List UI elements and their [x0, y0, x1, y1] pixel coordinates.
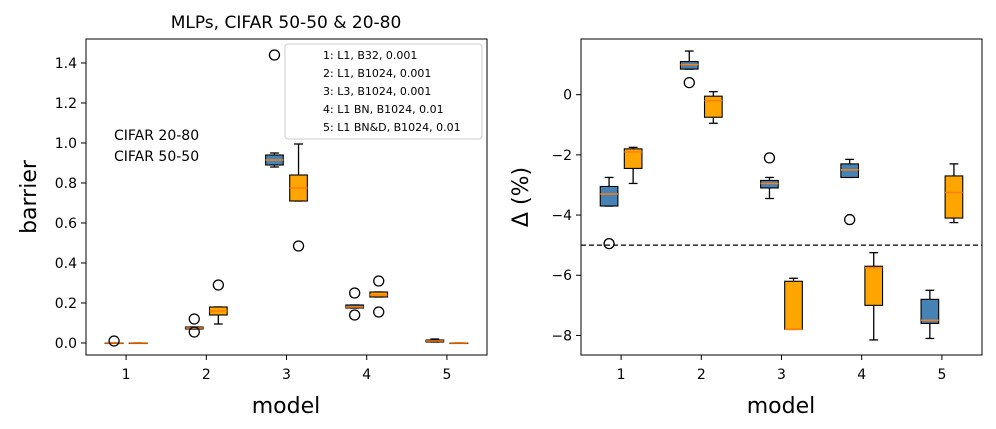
box-cifar-20-80-model-3	[289, 143, 308, 252]
box-body	[599, 185, 619, 207]
box-cifar-20-80-model-5	[449, 342, 469, 345]
box-body	[679, 61, 699, 70]
legend-box	[284, 43, 483, 140]
x-axis-label: model	[747, 394, 816, 419]
box-cifar-20-80-model-4	[369, 275, 389, 318]
y-tick-label: −8	[551, 328, 572, 344]
x-tick-label: 3	[282, 367, 291, 383]
y-tick-label: 1.0	[55, 136, 77, 152]
outlier-point	[108, 335, 120, 347]
outlier-point	[292, 240, 305, 252]
box-body	[760, 179, 779, 189]
outlier-point	[268, 49, 281, 61]
x-axis-label: model	[252, 394, 321, 419]
box-cifar-50-50-model-2	[679, 50, 699, 89]
outlier-point	[603, 237, 615, 250]
box-cifar-20-80-model-4	[864, 252, 884, 341]
plot-frame	[85, 38, 488, 356]
box-cifar-20-80-model-2	[703, 91, 723, 124]
x-tick-label: 4	[362, 367, 371, 383]
outlier-point	[188, 313, 200, 325]
box-cifar-20-80-model-2	[208, 279, 228, 325]
y-tick-label: 0.8	[55, 176, 77, 192]
y-tick-label: −6	[551, 268, 572, 284]
box-body	[920, 298, 940, 324]
box-cifar-50-50-model-1	[104, 335, 124, 347]
series-label-cifar-20-80: CIFAR 20-80	[114, 128, 199, 144]
box-body	[840, 163, 860, 178]
box-body	[703, 95, 723, 118]
y-tick-label: 0	[563, 88, 572, 104]
box-cifar-20-80-model-1	[128, 342, 148, 345]
y-tick-label: 0.0	[55, 336, 77, 352]
legend-entry-4: 4: L1 BN, B1024, 0.01	[323, 103, 444, 116]
plot-frame	[580, 38, 983, 356]
delta-chart: 1 2 3 4 5 −8 −6 −4 −2 0 model Δ (%)	[509, 38, 983, 419]
box-body	[623, 148, 643, 169]
outlier-point	[373, 275, 385, 287]
legend-entry-2: 2: L1, B1024, 0.001	[323, 67, 431, 80]
x-tick-label: 5	[937, 367, 946, 383]
box-cifar-50-50-model-4	[840, 158, 860, 226]
outlier-point	[844, 213, 856, 226]
x-tick-label: 5	[442, 367, 451, 383]
legend-entry-5: 5: L1 BN&D, B1024, 0.01	[323, 121, 461, 134]
y-tick-label: −4	[551, 208, 572, 224]
box-cifar-20-80-model-3	[784, 277, 803, 331]
outlier-point	[212, 279, 224, 291]
y-tick-label: 0.2	[55, 296, 77, 312]
x-tick-label: 2	[697, 367, 706, 383]
barrier-chart: MLPs, CIFAR 50-50 & 20-80 1 2 3 4 5 0.0 0.2 0.4…	[17, 13, 488, 419]
outlier-point	[683, 76, 695, 89]
x-tick-label: 2	[202, 367, 211, 383]
box-cifar-50-50-model-5	[425, 338, 445, 343]
box-cifar-50-50-model-3	[265, 49, 284, 168]
outlier-point	[188, 326, 200, 338]
y-axis-label: Δ (%)	[509, 167, 534, 227]
box-cifar-50-50-model-3	[760, 152, 779, 200]
y-axis-label: barrier	[17, 159, 42, 234]
box-cifar-50-50-model-5	[920, 289, 940, 340]
y-tick-label: 0.6	[55, 216, 77, 232]
box-cifar-20-80-model-1	[623, 146, 643, 185]
legend-entry-3: 3: L3, B1024, 0.001	[323, 85, 431, 98]
box-body	[944, 175, 964, 219]
outlier-point	[349, 309, 361, 321]
y-tick-label: 1.2	[55, 96, 77, 112]
delta-chart-marks	[581, 50, 982, 341]
x-tick-label: 1	[617, 367, 626, 383]
chart-title: MLPs, CIFAR 50-50 & 20-80	[171, 13, 402, 33]
box-cifar-50-50-model-2	[184, 313, 204, 338]
box-cifar-50-50-model-4	[345, 287, 365, 321]
barrier-chart-ticks: 1 2 3 4 5 0.0 0.2 0.4 0.6 0.8 1.0 1.2 1.4	[55, 56, 452, 383]
box-cifar-50-50-model-1	[599, 176, 619, 250]
y-tick-label: 1.4	[55, 56, 77, 72]
barrier-chart-marks	[104, 49, 469, 347]
y-tick-label: −2	[551, 148, 572, 164]
box-body	[864, 265, 884, 306]
y-tick-label: 0.4	[55, 256, 77, 272]
outlier-point	[349, 287, 361, 299]
outlier-point	[373, 306, 385, 318]
delta-chart-ticks: 1 2 3 4 5 −8 −6 −4 −2 0	[551, 88, 946, 383]
legend-entry-1: 1: L1, B32, 0.001	[323, 49, 417, 62]
x-tick-label: 3	[777, 367, 786, 383]
box-cifar-20-80-model-5	[944, 163, 964, 224]
series-label-cifar-50-50: CIFAR 50-50	[114, 149, 199, 165]
outlier-point	[763, 152, 776, 164]
box-body	[784, 280, 803, 330]
x-tick-label: 4	[857, 367, 866, 383]
legend: 1: L1, B32, 0.001 2: L1, B1024, 0.001 3:…	[284, 43, 483, 140]
x-tick-label: 1	[122, 367, 131, 383]
